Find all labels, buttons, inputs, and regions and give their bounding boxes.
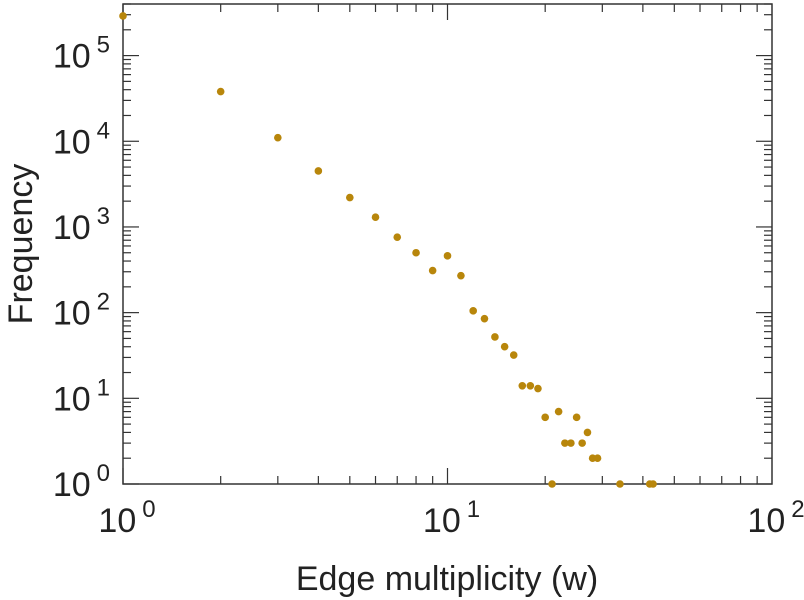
y-tick-label: 10 2 (53, 289, 110, 333)
x-axis-label: Edge multiplicity (w) (296, 560, 598, 598)
data-point (518, 381, 527, 390)
y-axis-label: Frequency (2, 164, 40, 325)
data-point (412, 248, 420, 257)
data-point (216, 87, 225, 96)
data-point (649, 480, 657, 488)
data-point (500, 342, 509, 351)
data-point (371, 213, 380, 221)
x-tick-label: 10 0 (98, 496, 155, 540)
data-point (526, 381, 535, 390)
data-point (593, 454, 602, 463)
data-point (443, 252, 452, 260)
data-points (119, 12, 657, 488)
data-point (274, 133, 282, 142)
data-point (491, 333, 499, 341)
x-tick-labels: 10 0 10 1 10 2 (98, 496, 804, 540)
data-point (393, 233, 402, 241)
data-point (583, 428, 592, 437)
data-point (561, 439, 569, 447)
data-point (572, 413, 581, 422)
data-point (534, 384, 542, 393)
data-point (469, 307, 477, 315)
data-point (457, 271, 465, 280)
data-point (314, 167, 323, 175)
x-tick-label: 10 1 (423, 496, 480, 540)
y-tick-label: 10 3 (53, 203, 110, 247)
x-tick-label: 10 2 (747, 496, 804, 540)
y-tick-label: 10 0 (53, 460, 110, 504)
plot-frame (122, 3, 773, 485)
data-point (578, 439, 586, 447)
y-tick-label: 10 1 (53, 374, 110, 418)
data-point (541, 413, 549, 422)
y-tick-label: 10 5 (53, 32, 110, 76)
data-point (346, 193, 354, 202)
data-point (548, 480, 556, 488)
y-tick-label: 10 4 (53, 117, 110, 161)
data-point (480, 314, 489, 323)
data-point (509, 351, 518, 359)
data-point (428, 266, 437, 275)
data-point (616, 480, 624, 488)
data-point (567, 439, 575, 447)
data-point (119, 12, 127, 20)
data-point (554, 407, 563, 416)
axis-ticks (122, 3, 772, 485)
